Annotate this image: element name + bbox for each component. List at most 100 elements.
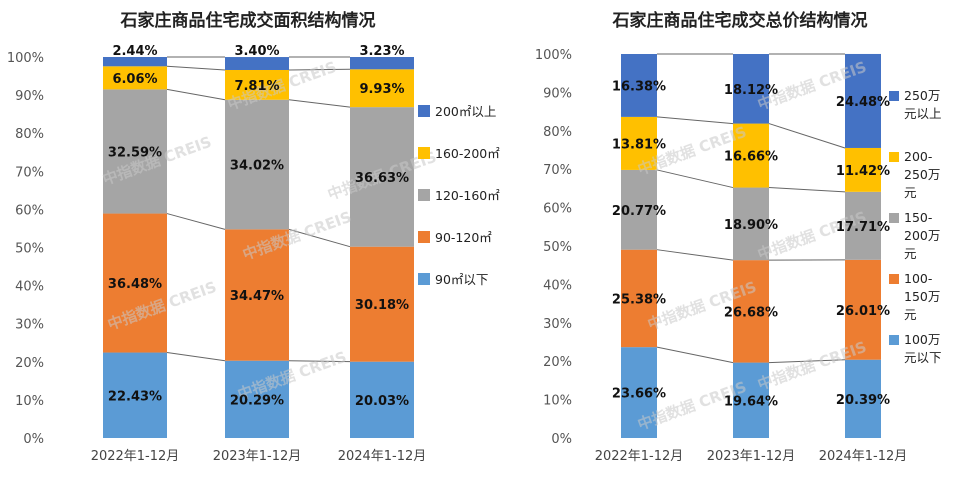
- legend-label: 120-160㎡: [435, 188, 500, 203]
- legend-swatch: [889, 335, 899, 345]
- legend-label: 200-: [904, 149, 932, 164]
- connector-line: [167, 89, 225, 99]
- chart-title: 石家庄商品住宅成交面积结构情况: [120, 10, 376, 31]
- legend-label: 250万: [904, 88, 940, 103]
- y-tick-label: 70%: [543, 163, 572, 178]
- y-tick-label: 40%: [543, 278, 572, 293]
- legend-label: 150万: [904, 289, 940, 304]
- connector-line: [657, 250, 733, 260]
- legend-label: 元以上: [904, 106, 942, 121]
- connector-line: [167, 353, 225, 361]
- data-label: 2.44%: [112, 44, 157, 59]
- data-label: 20.77%: [612, 204, 666, 219]
- legend-label: 元: [904, 185, 917, 200]
- legend-label: 150-: [904, 210, 932, 225]
- data-label: 16.66%: [724, 150, 778, 165]
- y-tick-label: 0%: [551, 432, 572, 447]
- data-label: 30.18%: [355, 298, 409, 313]
- y-tick-label: 0%: [23, 432, 44, 447]
- data-label: 6.06%: [112, 72, 157, 87]
- legend-swatch: [889, 152, 899, 162]
- data-label: 17.71%: [836, 220, 890, 235]
- data-label: 26.01%: [836, 304, 890, 319]
- data-label: 25.38%: [612, 292, 666, 307]
- x-category-label: 2023年1-12月: [213, 449, 302, 464]
- data-label: 11.42%: [836, 164, 890, 179]
- y-tick-label: 80%: [15, 127, 44, 142]
- x-category-label: 2022年1-12月: [91, 449, 180, 464]
- legend-label: 元: [904, 246, 917, 261]
- legend-swatch: [418, 189, 430, 201]
- legend-label: 200万: [904, 228, 940, 243]
- y-tick-label: 90%: [543, 86, 572, 101]
- data-label: 32.59%: [108, 145, 162, 160]
- legend-swatch: [889, 274, 899, 284]
- y-tick-label: 90%: [15, 89, 44, 104]
- y-tick-label: 40%: [15, 280, 44, 295]
- data-label: 34.47%: [230, 289, 284, 304]
- connector-line: [167, 214, 225, 230]
- legend-label: 160-200㎡: [435, 146, 500, 161]
- y-tick-label: 30%: [15, 318, 44, 333]
- legend-item: 200㎡以上: [418, 104, 496, 119]
- y-tick-label: 50%: [15, 242, 44, 257]
- legend-label: 100万: [904, 332, 940, 347]
- y-tick-label: 10%: [15, 394, 44, 409]
- chart-2: 石家庄商品住宅成交总价结构情况0%10%20%30%40%50%60%70%80…: [535, 10, 942, 464]
- data-label: 9.93%: [359, 82, 404, 97]
- y-tick-label: 10%: [543, 394, 572, 409]
- y-tick-label: 30%: [543, 317, 572, 332]
- chart-title: 石家庄商品住宅成交总价结构情况: [612, 10, 868, 31]
- data-label: 20.29%: [230, 393, 284, 408]
- legend-label: 200㎡以上: [435, 104, 496, 119]
- y-tick-label: 70%: [15, 165, 44, 180]
- y-tick-label: 80%: [543, 125, 572, 140]
- legend-label: 元以下: [904, 350, 942, 365]
- legend-label: 250万: [904, 167, 940, 182]
- connector-line: [769, 188, 845, 192]
- y-tick-label: 60%: [15, 203, 44, 218]
- data-label: 20.39%: [836, 393, 890, 408]
- y-tick-label: 50%: [543, 240, 572, 255]
- data-label: 18.12%: [724, 83, 778, 98]
- legend-swatch: [889, 213, 899, 223]
- connector-line: [657, 170, 733, 188]
- x-category-label: 2024年1-12月: [338, 449, 427, 464]
- data-label: 7.81%: [234, 79, 279, 94]
- legend-label: 90-120㎡: [435, 230, 492, 245]
- y-tick-label: 20%: [543, 355, 572, 370]
- connector-line: [167, 66, 225, 70]
- x-category-label: 2023年1-12月: [707, 449, 796, 464]
- legend: 250万元以上200-250万元150-200万元100-150万元100万元以…: [889, 88, 942, 365]
- data-label: 3.23%: [359, 44, 404, 59]
- x-category-label: 2022年1-12月: [595, 449, 684, 464]
- chart-1: 石家庄商品住宅成交面积结构情况0%10%20%30%40%50%60%70%80…: [7, 10, 500, 464]
- data-label: 34.02%: [230, 159, 284, 174]
- legend-swatch: [418, 273, 430, 285]
- y-tick-label: 100%: [535, 48, 572, 63]
- y-tick-label: 100%: [7, 51, 44, 66]
- legend-swatch: [418, 231, 430, 243]
- data-label: 3.40%: [234, 44, 279, 59]
- connector-line: [289, 100, 350, 107]
- connector-line: [657, 347, 733, 362]
- data-label: 19.64%: [724, 394, 778, 409]
- legend-swatch: [418, 105, 430, 117]
- connector-line: [657, 117, 733, 124]
- x-category-label: 2024年1-12月: [819, 449, 908, 464]
- legend-item: 120-160㎡: [418, 188, 500, 203]
- legend-item: 90㎡以下: [418, 272, 488, 287]
- data-label: 22.43%: [108, 389, 162, 404]
- data-label: 16.38%: [612, 79, 666, 94]
- legend-label: 元: [904, 307, 917, 322]
- legend-label: 100-: [904, 271, 932, 286]
- data-label: 36.63%: [355, 171, 409, 186]
- legend-item: 90-120㎡: [418, 230, 492, 245]
- legend-swatch: [418, 147, 430, 159]
